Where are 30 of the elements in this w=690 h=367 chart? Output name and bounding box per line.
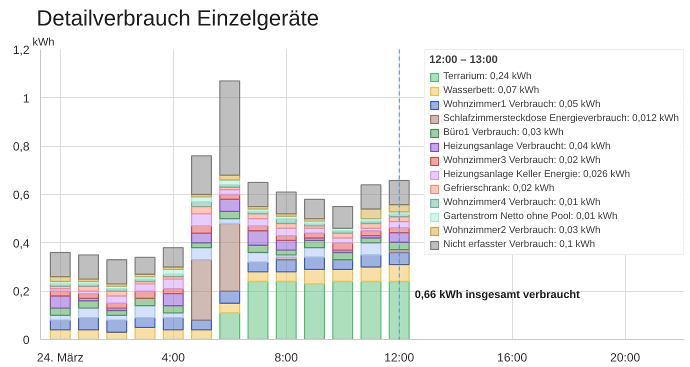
annotation: 0,66 kWh insgesamt verbraucht [414,288,580,301]
y-tick-label: 0 [22,333,30,347]
chart-title: Detailverbrauch Einzelgeräte [36,6,319,30]
x-tick-label: 4:00 [162,350,186,364]
legend-label: Nicht erfasster Verbrauch: 0,1 kWh [443,239,596,250]
legend-label: Wohnzimmer3 Verbrauch: 0,02 kWh [443,155,600,166]
legend-label: Gefrierschrank: 0,02 kWh [443,183,554,194]
legend-label: Wohnzimmer2 Verbrauch: 0,03 kWh [443,225,600,236]
legend-label: Terrarium: 0,24 kWh [443,71,532,82]
legend-label: Wasserbett: 0,07 kWh [443,85,540,96]
x-tick-label: 8:00 [274,350,298,364]
y-tick-label: 0,6 [12,188,30,202]
legend-label: Heizungsanlage Keller Energie: 0,026 kWh [443,169,630,180]
y-tick-label: 0,4 [12,236,30,250]
legend-label: Büro1 Verbrauch: 0,03 kWh [443,127,564,138]
legend-label: Gartenstrom Netto ohne Pool: 0,01 kWh [443,211,618,222]
y-axis-title: kWh [32,36,54,48]
y-tick-label: 0,2 [12,284,30,299]
legend-label: Wohnzimmer4 Verbrauch: 0,01 kWh [443,197,600,208]
legend-label: Wohnzimmer1 Verbrauch: 0,05 kWh [443,99,600,110]
x-tick-label: 12:00 [384,350,415,364]
y-tick-label: 0,8 [12,140,30,154]
x-tick-label: 20:00 [610,350,641,364]
y-tick-label: 1,2 [12,43,30,57]
legend-label: Schlafzimmersteckdose Energieverbrauch: 0,012 kWh [443,113,679,124]
legend-title: 12:00 – 13:00 [429,54,499,66]
y-tick-label: 1 [22,91,30,106]
x-tick-label: 24. März [36,350,84,364]
legend-label: Heizungsanlage Verbraucht: 0,04 kWh [443,141,610,152]
x-tick-label: 16:00 [497,350,528,364]
